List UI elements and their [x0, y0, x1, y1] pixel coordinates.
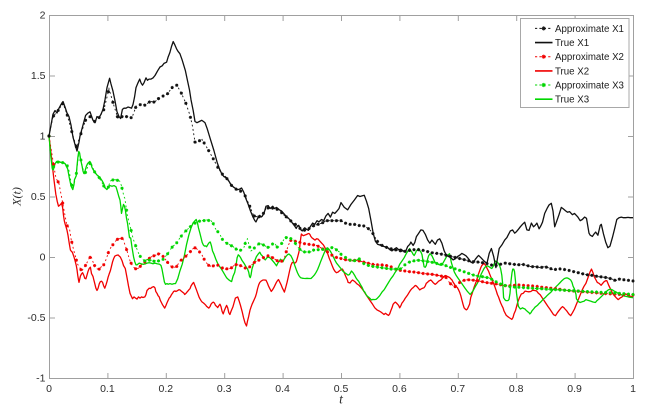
svg-text:Approximate X1: Approximate X1: [555, 24, 624, 35]
svg-text:Approximate X2: Approximate X2: [555, 52, 624, 63]
svg-text:0.9: 0.9: [567, 383, 582, 395]
svg-text:0.8: 0.8: [509, 383, 524, 395]
svg-text:1: 1: [630, 383, 636, 395]
svg-text:0.4: 0.4: [275, 383, 290, 395]
svg-text:1: 1: [40, 131, 46, 143]
svg-text:2: 2: [40, 10, 46, 22]
svg-text:0: 0: [46, 383, 52, 395]
svg-text:X(t): X(t): [10, 187, 24, 207]
svg-text:0.3: 0.3: [217, 383, 232, 395]
svg-text:True X1: True X1: [555, 38, 589, 49]
svg-text:-1: -1: [36, 373, 45, 385]
svg-text:0.5: 0.5: [334, 383, 349, 395]
svg-text:0.2: 0.2: [158, 383, 173, 395]
svg-text:Approximate X3: Approximate X3: [555, 80, 624, 91]
svg-text:0: 0: [40, 252, 46, 264]
svg-text:0.6: 0.6: [392, 383, 407, 395]
svg-text:True X2: True X2: [555, 66, 589, 77]
svg-text:0.7: 0.7: [450, 383, 465, 395]
svg-text:0.1: 0.1: [100, 383, 115, 395]
svg-text:0.5: 0.5: [31, 191, 46, 203]
svg-text:-0.5: -0.5: [27, 312, 45, 324]
svg-text:1.5: 1.5: [31, 70, 46, 82]
svg-text:t: t: [339, 392, 344, 407]
svg-text:True X3: True X3: [555, 95, 589, 106]
